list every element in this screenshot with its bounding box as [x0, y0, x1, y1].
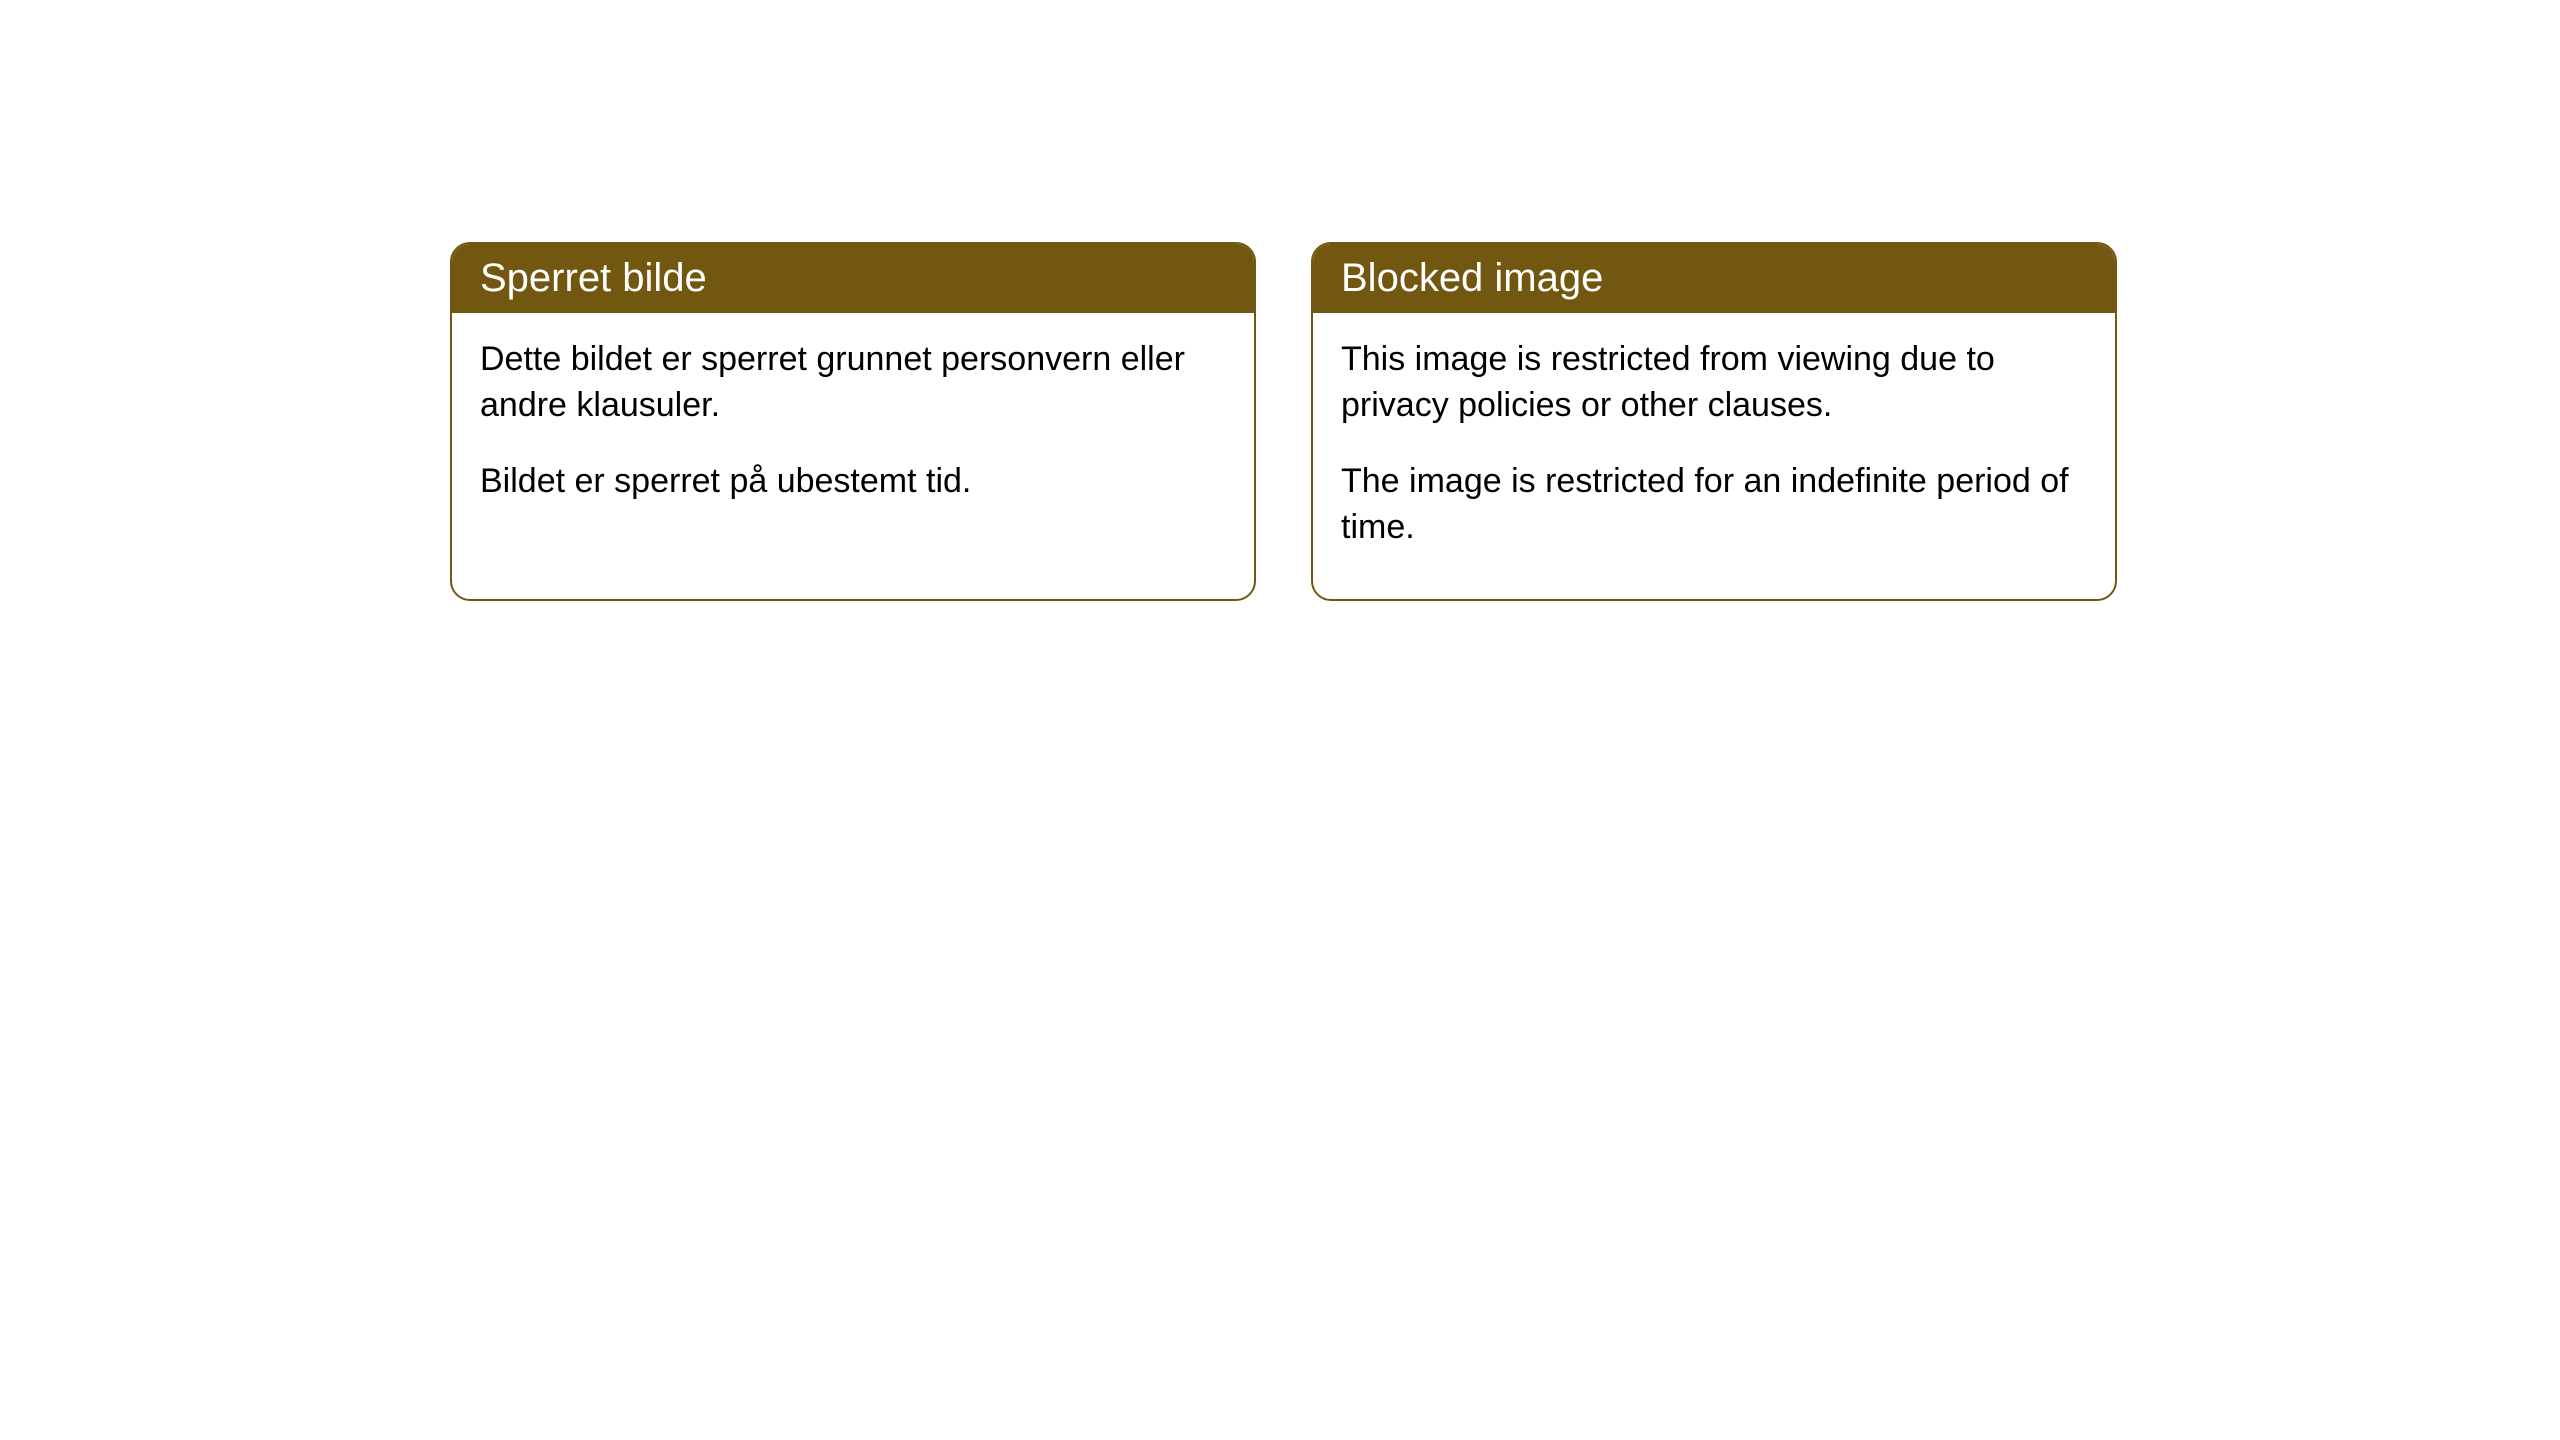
card-body: Dette bildet er sperret grunnet personve…	[452, 313, 1254, 553]
card-title: Sperret bilde	[452, 244, 1254, 313]
card-paragraph: Bildet er sperret på ubestemt tid.	[480, 459, 1226, 505]
card-paragraph: Dette bildet er sperret grunnet personve…	[480, 337, 1226, 429]
card-paragraph: This image is restricted from viewing du…	[1341, 337, 2087, 429]
card-paragraph: The image is restricted for an indefinit…	[1341, 459, 2087, 551]
blocked-image-card-norwegian: Sperret bilde Dette bildet er sperret gr…	[450, 242, 1256, 601]
card-body: This image is restricted from viewing du…	[1313, 313, 2115, 599]
notice-container: Sperret bilde Dette bildet er sperret gr…	[0, 0, 2560, 601]
card-title: Blocked image	[1313, 244, 2115, 313]
blocked-image-card-english: Blocked image This image is restricted f…	[1311, 242, 2117, 601]
